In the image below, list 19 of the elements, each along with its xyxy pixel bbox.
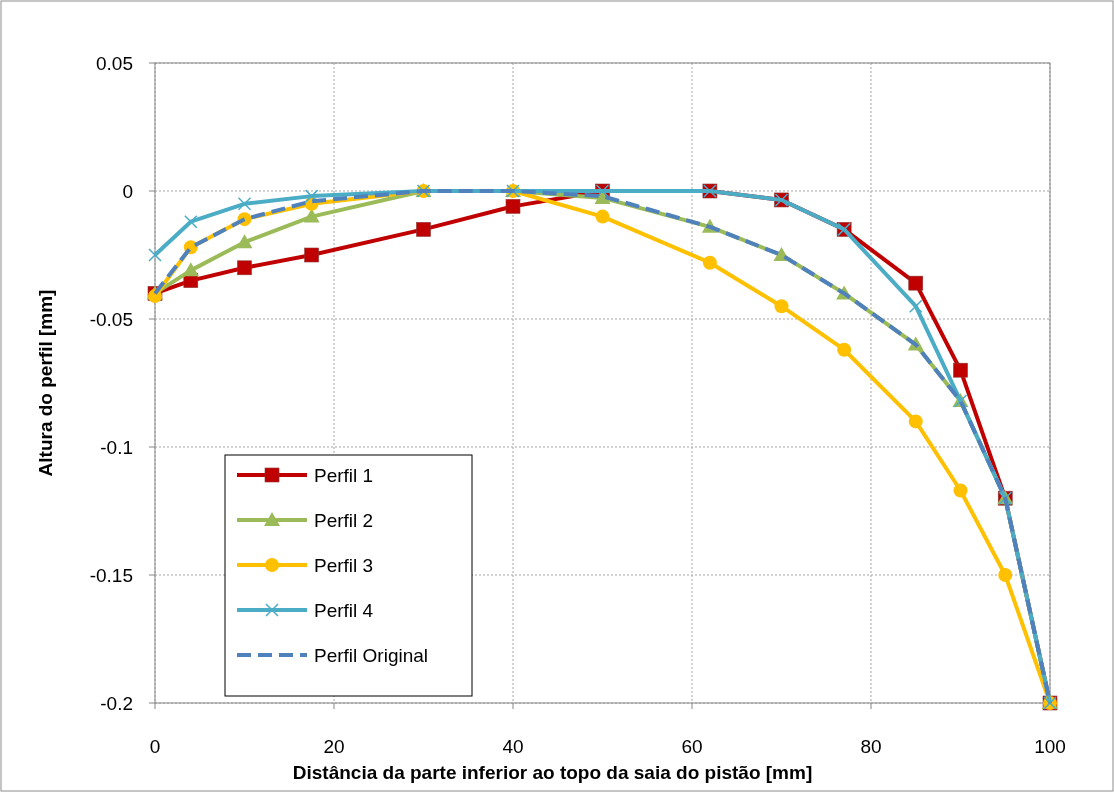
- x-tick-label: 0: [149, 736, 161, 757]
- x-tick-label: 100: [1034, 736, 1066, 757]
- y-tick-label: -0.05: [89, 309, 133, 330]
- legend-label: Perfil 3: [314, 555, 374, 576]
- legend-label: Perfil 2: [314, 510, 374, 531]
- legend-label: Perfil Original: [314, 645, 429, 666]
- x-tick-label: 20: [323, 736, 345, 757]
- x-tick-label: 40: [502, 736, 524, 757]
- y-tick-label: -0.15: [89, 565, 133, 586]
- x-tick-label: 80: [860, 736, 882, 757]
- y-tick-label: 0.05: [96, 53, 133, 74]
- x-axis-title: Distância da parte inferior ao topo da saia do pistão [mm]: [292, 762, 813, 783]
- legend-label: Perfil 1: [314, 465, 374, 486]
- y-tick-label: 0: [122, 181, 133, 202]
- legend-label: Perfil 4: [314, 600, 374, 621]
- y-tick-label: -0.1: [100, 437, 133, 458]
- y-tick-label: -0.2: [100, 693, 133, 714]
- y-axis-title: Altura do perfil [mm]: [35, 289, 56, 477]
- x-tick-label: 60: [681, 736, 703, 757]
